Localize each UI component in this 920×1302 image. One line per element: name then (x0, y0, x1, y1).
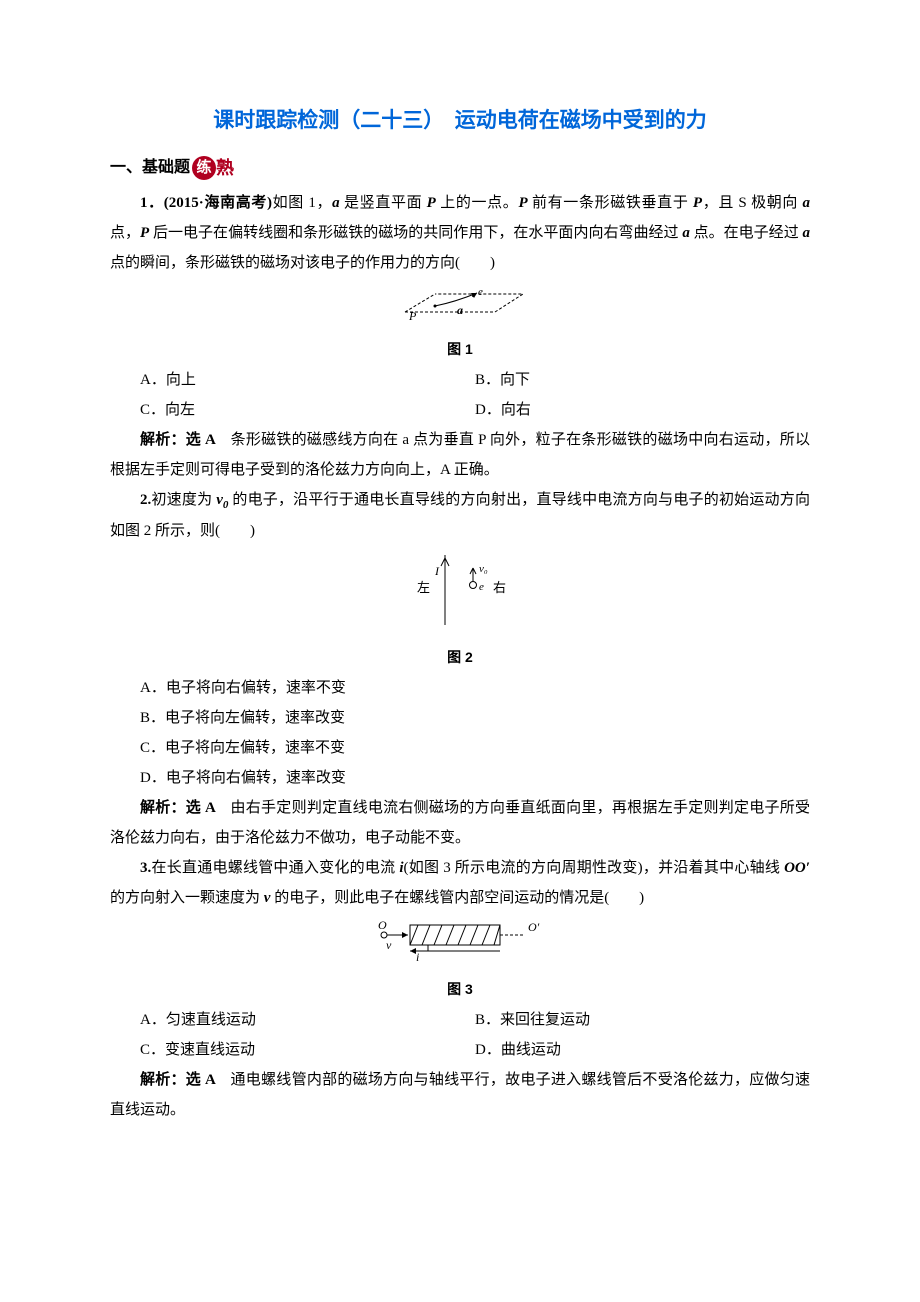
q1-a4: a (802, 225, 810, 241)
section-label: 一、基础题 (110, 152, 190, 184)
q1-optC: C．向左 (140, 395, 475, 425)
q1-number: 1． (140, 195, 164, 211)
q1-stem: 1．(2015·海南高考)如图 1，a 是竖直平面 P 上的一点。P 前有一条形… (110, 188, 810, 278)
svg-text:左: 左 (417, 580, 430, 595)
q2-optA: A．电子将向右偏转，速率不变 (140, 673, 810, 703)
q2-optB: B．电子将向左偏转，速率改变 (140, 703, 810, 733)
svg-text:a: a (457, 303, 463, 317)
q3-OO: OO′ (784, 860, 810, 876)
q1-ans-label: 解析：选 A (140, 432, 231, 448)
q1-P1: P (427, 195, 436, 211)
q1-options: A．向上 B．向下 C．向左 D．向右 (110, 365, 810, 425)
q2-figure: I 左 v₀ e 右 图 2 (110, 550, 810, 671)
q1-optA: A．向上 (140, 365, 475, 395)
q1-optD: D．向右 (475, 395, 810, 425)
q3-t4: 的电子，则此电子在螺线管内部空间运动的情况是( ) (270, 890, 644, 906)
svg-text:O: O (378, 918, 387, 932)
stamp-suffix: 熟 (216, 150, 234, 186)
q1-t3: 上的一点。 (436, 195, 519, 211)
q1-optB: B．向下 (475, 365, 810, 395)
q3-optC: C．变速直线运动 (140, 1035, 475, 1065)
q2-optD: D．电子将向右偏转，速率改变 (140, 763, 810, 793)
q3-optA: A．匀速直线运动 (140, 1005, 475, 1035)
svg-text:e: e (478, 286, 483, 298)
q1-P3: P (693, 195, 702, 211)
q1-analysis: 解析：选 A 条形磁铁的磁感线方向在 a 点为垂直 P 向外，粒子在条形磁铁的磁… (110, 425, 810, 485)
q3-analysis: 解析：选 A 通电螺线管内部的磁场方向与轴线平行，故电子进入螺线管后不受洛伦兹力… (110, 1065, 810, 1125)
q2-stem: 2.初速度为 v0 的电子，沿平行于通电长直导线的方向射出，直导线中电流方向与电… (110, 485, 810, 546)
q2-options: A．电子将向右偏转，速率不变 B．电子将向左偏转，速率改变 C．电子将向左偏转，… (110, 673, 810, 793)
fig1-svg: e P a (395, 282, 525, 322)
stamp-icon: 练 (192, 156, 216, 180)
q1-P2: P (518, 195, 527, 211)
svg-text:I: I (434, 564, 440, 578)
q3-optD: D．曲线运动 (475, 1035, 810, 1065)
svg-text:P: P (408, 309, 417, 322)
q1-t9: 点的瞬间，条形磁铁的磁场对该电子的作用力的方向( ) (110, 255, 495, 271)
q1-t2: 是竖直平面 (340, 195, 427, 211)
q1-t4: 前有一条形磁铁垂直于 (528, 195, 693, 211)
q1-t6: 点， (110, 225, 140, 241)
q3-t1: 在长直通电螺线管中通入变化的电流 (151, 860, 399, 876)
q2-t1: 初速度为 (151, 492, 216, 508)
q3-ans-label: 解析：选 A (140, 1072, 231, 1088)
svg-text:O′: O′ (528, 920, 540, 934)
q1-t1: 如图 1， (272, 195, 332, 211)
svg-text:右: 右 (493, 580, 506, 595)
q1-t7: 后一电子在偏转线圈和条形磁铁的磁场的共同作用下，在水平面内向右弯曲经过 (149, 225, 682, 241)
page-title: 课时跟踪检测（二十三） 运动电荷在磁场中受到的力 (110, 100, 810, 142)
q3-optB: B．来回往复运动 (475, 1005, 810, 1035)
q1-t8: 点。在电子经过 (690, 225, 803, 241)
q2-v0: v0 (216, 492, 228, 508)
svg-text:v: v (386, 938, 392, 952)
q3-options: A．匀速直线运动 B．来回往复运动 C．变速直线运动 D．曲线运动 (110, 1005, 810, 1065)
fig3-label: 图 3 (110, 975, 810, 1003)
q3-stem: 3.在长直通电螺线管中通入变化的电流 i(如图 3 所示电流的方向周期性改变)，… (110, 853, 810, 913)
fig3-svg: O v i O′ (370, 917, 550, 962)
q1-figure: e P a 图 1 (110, 282, 810, 363)
q2-ans-label: 解析：选 A (140, 800, 231, 816)
q1-a2: a (802, 195, 810, 211)
q2-analysis: 解析：选 A 由右手定则判定直线电流右侧磁场的方向垂直纸面向里，再根据左手定则判… (110, 793, 810, 853)
fig2-label: 图 2 (110, 643, 810, 671)
q3-number: 3. (140, 860, 151, 876)
q1-source: (2015·海南高考) (164, 195, 272, 211)
q1-a3: a (682, 225, 690, 241)
section-header: 一、基础题 练 熟 (110, 150, 810, 186)
svg-text:v₀: v₀ (479, 563, 488, 575)
q1-t5: ，且 S 极朝向 (702, 195, 802, 211)
q2-optC: C．电子将向左偏转，速率不变 (140, 733, 810, 763)
fig2-svg: I 左 v₀ e 右 (395, 550, 525, 630)
svg-text:e: e (479, 581, 484, 593)
q3-t3: 的方向射入一颗速度为 (110, 890, 264, 906)
q2-number: 2. (140, 492, 151, 508)
q3-t2: (如图 3 所示电流的方向周期性改变)，并沿着其中心轴线 (404, 860, 785, 876)
q1-P4: P (140, 225, 149, 241)
q3-figure: O v i O′ 图 3 (110, 917, 810, 1003)
q1-a1: a (332, 195, 340, 211)
svg-text:i: i (416, 950, 419, 962)
fig1-label: 图 1 (110, 335, 810, 363)
